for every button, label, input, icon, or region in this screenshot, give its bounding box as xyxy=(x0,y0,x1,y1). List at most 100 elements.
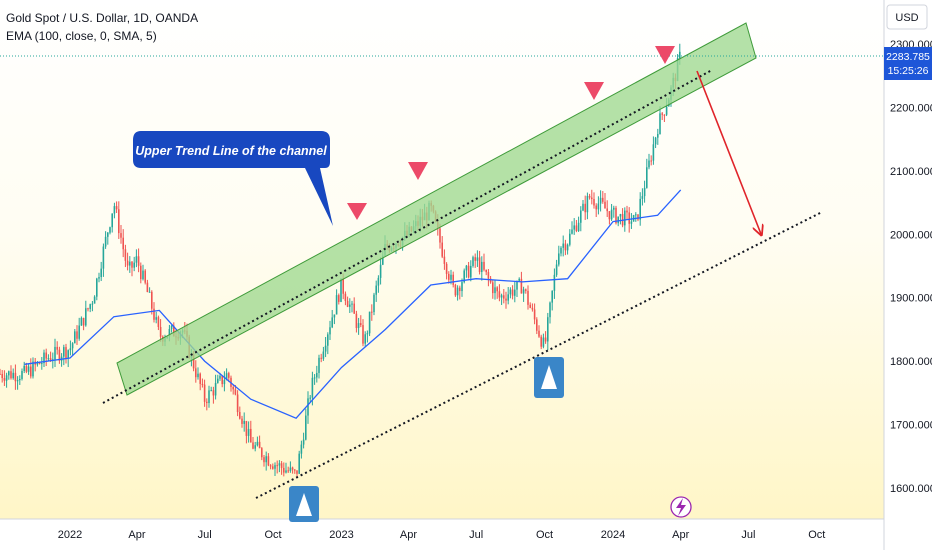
time-axis[interactable]: 2022 Apr Jul Oct 2023 Apr Jul Oct 2024 Apr Jul Oct xyxy=(58,529,826,541)
candle xyxy=(349,298,351,314)
up-marker-1[interactable] xyxy=(289,486,319,522)
candle xyxy=(597,196,600,215)
candle xyxy=(280,461,283,475)
candle xyxy=(549,301,551,324)
candle xyxy=(285,462,287,474)
candle xyxy=(470,260,472,282)
candle xyxy=(324,337,327,358)
candle xyxy=(371,304,373,321)
candle xyxy=(267,453,270,467)
candle xyxy=(558,245,560,267)
candle xyxy=(140,262,142,284)
candle xyxy=(441,236,443,259)
candle xyxy=(287,466,289,474)
candle xyxy=(54,338,56,367)
candle xyxy=(498,284,501,302)
candle xyxy=(256,436,259,447)
candle xyxy=(58,346,61,364)
candle xyxy=(93,295,96,304)
candle xyxy=(206,398,208,411)
candle xyxy=(652,136,655,165)
candle xyxy=(604,193,606,209)
upper-channel-band[interactable] xyxy=(116,22,757,396)
x-tick-label: 2024 xyxy=(601,529,625,541)
candle xyxy=(340,278,342,303)
currency-selector[interactable]: USD xyxy=(886,4,928,30)
down-marker-1[interactable] xyxy=(347,203,367,220)
candle xyxy=(474,253,476,268)
candle xyxy=(511,285,514,300)
candle xyxy=(221,375,223,388)
candle xyxy=(606,200,608,217)
candle xyxy=(21,368,23,381)
up-marker-2[interactable] xyxy=(534,357,564,398)
candle xyxy=(575,220,578,233)
symbol-title: Gold Spot / U.S. Dollar, 1D, OANDA xyxy=(6,11,198,25)
candle xyxy=(276,460,278,474)
candle xyxy=(514,281,516,303)
candle xyxy=(302,432,305,449)
candle xyxy=(45,348,47,367)
candle xyxy=(102,243,105,277)
candle xyxy=(375,280,377,302)
candle xyxy=(269,464,272,470)
lightning-icon[interactable] xyxy=(670,496,692,518)
candle xyxy=(496,286,498,299)
candle xyxy=(483,253,485,272)
candle xyxy=(613,205,615,218)
down-marker-3[interactable] xyxy=(584,82,604,100)
candle xyxy=(16,376,19,390)
y-tick-label: 2100.000 xyxy=(890,166,932,178)
candle xyxy=(27,363,30,375)
candle xyxy=(452,271,454,288)
candle xyxy=(236,390,239,417)
candle xyxy=(78,317,80,341)
x-tick-label: Oct xyxy=(265,529,282,541)
candle xyxy=(448,271,450,284)
candle xyxy=(159,319,162,342)
candle xyxy=(320,353,322,363)
candle xyxy=(41,357,43,370)
candle xyxy=(241,415,243,428)
candle xyxy=(214,374,217,400)
candle xyxy=(212,386,215,404)
up-triangle-icon xyxy=(296,493,312,516)
candle xyxy=(113,202,116,219)
trend-callout[interactable]: Upper Trend Line of the channel xyxy=(133,131,333,226)
candle xyxy=(32,357,34,379)
plot-background xyxy=(0,0,884,519)
down-marker-4[interactable] xyxy=(655,46,675,64)
price-axis-background xyxy=(884,0,932,550)
candle xyxy=(476,250,479,267)
candle xyxy=(30,358,32,379)
candle xyxy=(580,206,582,232)
candle xyxy=(377,275,380,293)
forecast-arrow[interactable] xyxy=(696,70,761,234)
candle xyxy=(126,252,129,271)
candle xyxy=(199,372,201,391)
candle xyxy=(197,367,199,380)
upper-trend-line[interactable] xyxy=(102,69,713,404)
x-tick-label: Jul xyxy=(469,529,483,541)
candle xyxy=(492,279,494,299)
candle xyxy=(239,406,241,420)
candle xyxy=(254,441,256,452)
candle xyxy=(522,286,525,302)
candle xyxy=(602,191,604,204)
candle xyxy=(487,269,490,287)
candle xyxy=(459,285,461,300)
lower-trend-line[interactable] xyxy=(255,211,823,499)
candle xyxy=(195,360,197,383)
candle xyxy=(245,420,248,444)
candle xyxy=(133,256,135,272)
current-price-value: 2283.785 xyxy=(886,51,930,63)
candle xyxy=(71,342,74,356)
candle xyxy=(553,268,556,299)
candle xyxy=(100,261,102,282)
down-marker-2[interactable] xyxy=(408,162,428,180)
candle xyxy=(129,256,131,273)
candle xyxy=(3,370,6,387)
price-axis[interactable]: 1600.000 1700.000 1800.000 1900.000 2000.000… xyxy=(890,39,932,495)
